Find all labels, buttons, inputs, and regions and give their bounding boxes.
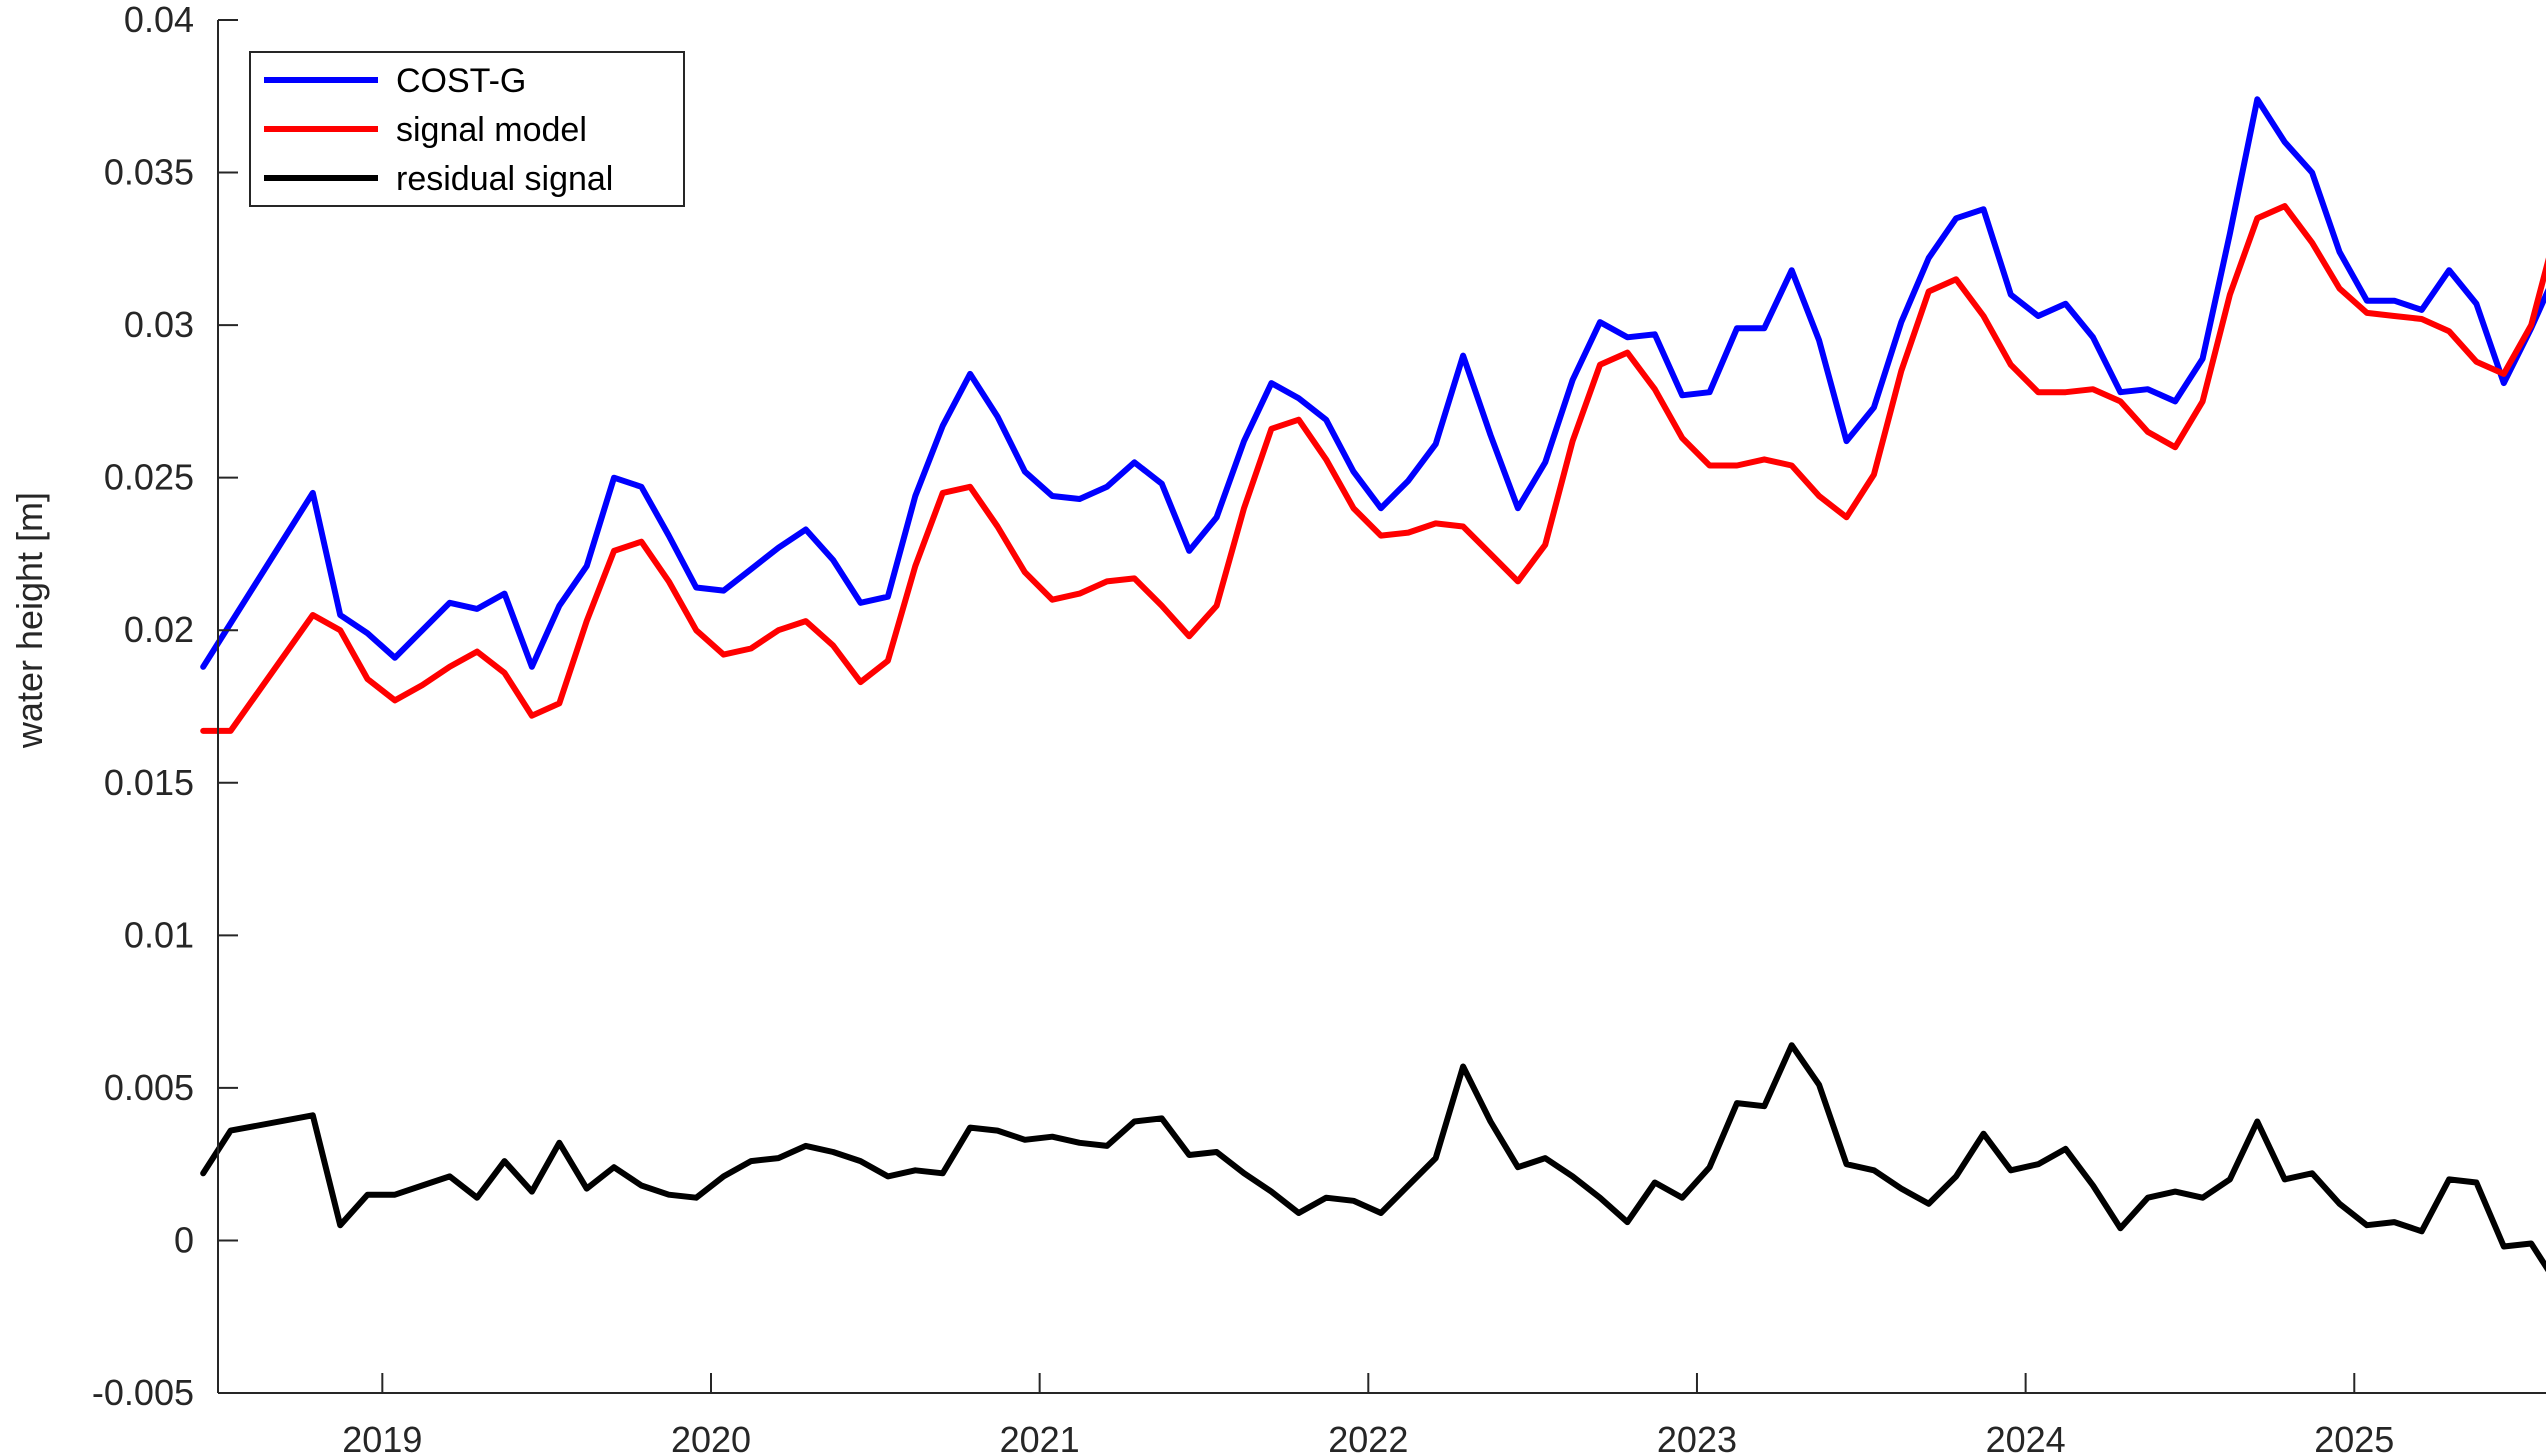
y-axis: -0.005 0 0.005 0.01 0.015 0.02 0.025 0.03 0.035 0…	[92, 0, 238, 1413]
y-tick-label: 0.005	[104, 1067, 194, 1108]
series-line-3	[200, 1042, 2546, 1273]
x-axis: 2019 2020 2021 2022 2023 2024 2025	[218, 1373, 2546, 1454]
legend: COST-G signal model residual signal	[249, 51, 685, 207]
legend-label: signal model	[396, 111, 587, 149]
x-tick-label: 2020	[671, 1419, 751, 1454]
y-tick-label: 0.025	[104, 457, 194, 498]
y-tick-label: 0.03	[124, 304, 194, 345]
x-tick-label: 2019	[342, 1419, 422, 1454]
y-tick-label: 0	[174, 1219, 194, 1260]
y-tick-label: 0.01	[124, 914, 194, 955]
legend-label: COST-G	[396, 62, 526, 100]
y-tick-label: 0.015	[104, 762, 194, 803]
y-axis-title: water height [m]	[9, 492, 50, 749]
series-line-2	[200, 203, 2546, 734]
y-tick-label: 0.04	[124, 0, 194, 40]
x-tick-label: 2021	[1000, 1419, 1080, 1454]
series-line-1	[200, 96, 2546, 670]
y-tick-label: 0.035	[104, 152, 194, 193]
x-tick-label: 2022	[1328, 1419, 1408, 1454]
x-tick-label: 2025	[2314, 1419, 2394, 1454]
x-tick-label: 2023	[1657, 1419, 1737, 1454]
x-tick-label: 2024	[1986, 1419, 2066, 1454]
plot-area	[200, 96, 2546, 1273]
y-tick-label: 0.02	[124, 609, 194, 650]
legend-label: residual signal	[396, 160, 613, 198]
y-tick-label: -0.005	[92, 1372, 194, 1413]
